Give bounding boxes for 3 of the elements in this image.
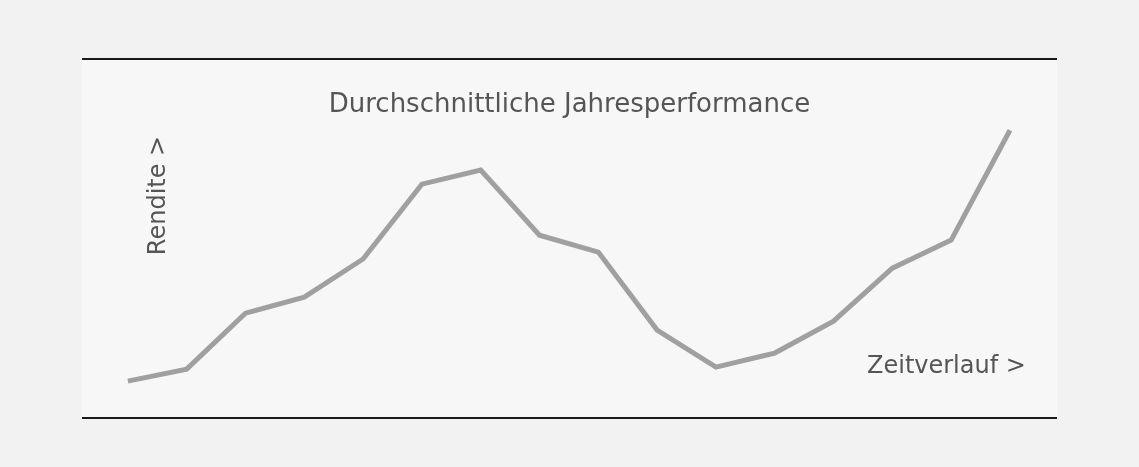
x-axis-title: Zeitverlauf >	[867, 351, 1026, 379]
chart-title: Durchschnittliche Jahresperformance	[328, 87, 811, 118]
y-axis-title: Rendite >	[142, 135, 171, 256]
